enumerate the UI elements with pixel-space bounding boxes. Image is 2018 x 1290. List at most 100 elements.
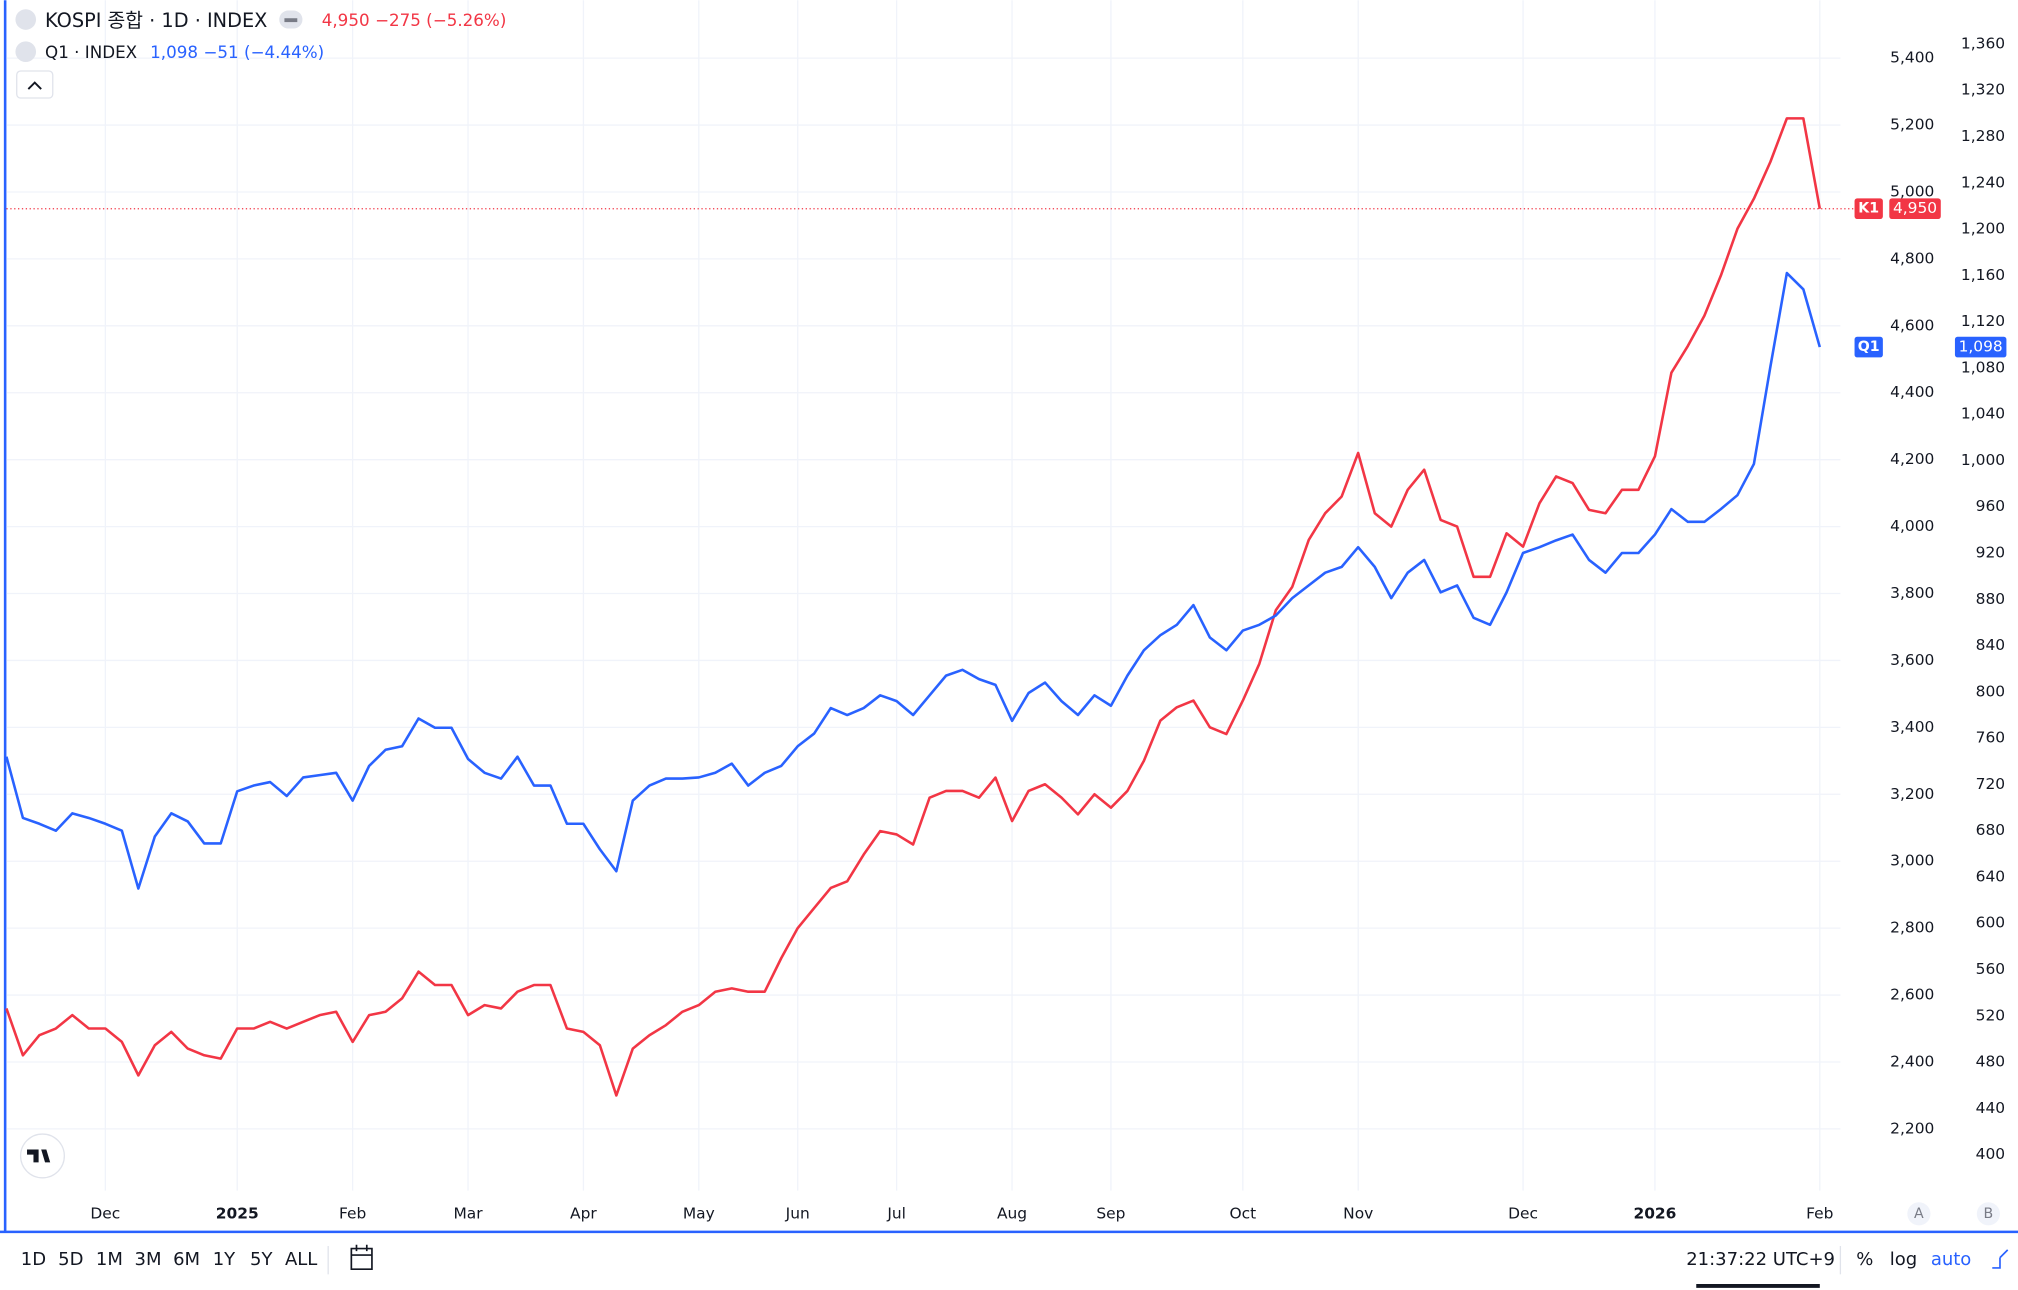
y-tick-label: 2,800 — [1890, 919, 1934, 937]
legend-row[interactable]: Q1 · INDEX 1,098 −51 (−4.44%) — [45, 41, 324, 61]
y2-tick-label: 1,040 — [1961, 405, 2005, 423]
y-tick-label: 3,800 — [1890, 584, 1934, 602]
x-tick-label: 2026 — [1633, 1204, 1676, 1222]
x-tick-label: Dec — [90, 1204, 120, 1222]
logo[interactable] — [19, 1133, 65, 1179]
toolbar: 1D 5D 1M 3M 6M 1Y 5Y ALL 21:37:22 UTC+9% log auto — [21, 1249, 1972, 1270]
y2-tick-label: 560 — [1976, 960, 2005, 978]
x-tick-label: Aug — [997, 1204, 1027, 1222]
range-button[interactable]: 3M — [135, 1249, 162, 1270]
y2-tick-label: 840 — [1976, 636, 2005, 654]
axis-button-label: B — [1984, 1206, 1994, 1222]
price-tag — [1954, 336, 2007, 358]
y2-tick-label: 400 — [1976, 1145, 2005, 1163]
legend-price: 4,950 — [322, 9, 370, 29]
range-button[interactable]: 1D — [21, 1249, 46, 1270]
range-button[interactable]: 5D — [58, 1249, 83, 1270]
series-tag — [1854, 336, 1883, 358]
x-tick-label: Apr — [570, 1204, 597, 1222]
x-tick-label: Jul — [886, 1204, 906, 1222]
y2-tick-label: 440 — [1976, 1099, 2005, 1117]
scale-option[interactable]: log — [1890, 1249, 1917, 1270]
x-tick-label: Jun — [785, 1204, 810, 1222]
clock: 21:37:22 UTC+9 — [1686, 1249, 1835, 1270]
range-button[interactable]: 6M — [173, 1249, 200, 1270]
y-tick-label: 5,200 — [1890, 116, 1934, 134]
scale-option[interactable]: % — [1856, 1249, 1873, 1270]
y2-tick-label: 1,000 — [1961, 451, 2005, 469]
legend-name: Q1 · INDEX — [45, 41, 137, 61]
legend-price: 1,098 — [150, 41, 198, 61]
y-tick-label: 2,200 — [1890, 1119, 1934, 1137]
y2-tick-label: 1,120 — [1961, 312, 2005, 330]
y2-tick-label: 800 — [1976, 682, 2005, 700]
y-tick-label: 2,400 — [1890, 1052, 1934, 1070]
scale-option[interactable]: auto — [1931, 1249, 1972, 1270]
symbol-icon — [15, 41, 37, 62]
legend-values: 4,950 −275 (−5.26%) — [322, 9, 507, 29]
x-tick-label: Mar — [453, 1204, 483, 1222]
y-tick-label: 3,200 — [1890, 785, 1934, 803]
legend-row[interactable]: KOSPI 종합 · 1D · INDEX — [45, 8, 267, 31]
axis-button[interactable] — [1976, 1202, 2000, 1226]
y2-tick-label: 600 — [1976, 914, 2005, 932]
axis-button[interactable] — [1907, 1202, 1931, 1226]
range-button[interactable]: ALL — [285, 1249, 317, 1270]
grid — [6, 0, 1841, 1191]
symbol-icon — [15, 9, 37, 30]
series-tag-label: Q1 — [1858, 339, 1880, 355]
price-tag-label: 4,950 — [1893, 199, 1937, 217]
y2-tick-label: 1,080 — [1961, 358, 2005, 376]
axes: 2,200 2,400 2,600 2,800 3,000 3,200 3,400 3,600… — [90, 34, 2007, 1226]
y-tick-label: 4,400 — [1890, 383, 1934, 401]
hide-icon — [284, 18, 298, 23]
y2-tick-label: 1,200 — [1961, 220, 2005, 238]
collapse-icon — [27, 81, 42, 90]
y2-tick-label: 640 — [1976, 867, 2005, 885]
collapse-button[interactable] — [16, 70, 54, 99]
y-tick-label: 5,400 — [1890, 49, 1934, 67]
axis-button-label: A — [1914, 1206, 1924, 1222]
y-tick-label: 4,600 — [1890, 316, 1934, 334]
x-tick-label: Sep — [1096, 1204, 1125, 1222]
calendar-icon — [350, 1244, 373, 1271]
logo-icon — [27, 1149, 51, 1163]
y-tick-label: 2,600 — [1890, 986, 1934, 1004]
x-tick-label: Nov — [1343, 1204, 1373, 1222]
series-line — [5, 117, 1822, 1097]
y-tick-label: 3,600 — [1890, 651, 1934, 669]
series-tag-label: K1 — [1858, 201, 1879, 217]
y-tick-label: 5,000 — [1890, 182, 1934, 200]
range-button[interactable]: 1Y — [213, 1249, 236, 1270]
range-button[interactable]: 1M — [96, 1249, 123, 1270]
plot — [5, 117, 1854, 1097]
reset-icon[interactable] — [1992, 1249, 2009, 1269]
y2-tick-label: 1,280 — [1961, 127, 2005, 145]
y-tick-label: 3,000 — [1890, 852, 1934, 870]
y-tick-label: 4,000 — [1890, 517, 1934, 535]
series-tag — [1854, 198, 1883, 220]
x-tick-label: Oct — [1229, 1204, 1256, 1222]
y2-tick-label: 680 — [1976, 821, 2005, 839]
series-line — [5, 271, 1822, 890]
y2-tick-label: 1,360 — [1961, 34, 2005, 52]
legend-name: KOSPI 종합 · 1D · INDEX — [45, 8, 267, 31]
y2-tick-label: 880 — [1976, 590, 2005, 608]
range-button[interactable]: 5Y — [250, 1249, 273, 1270]
legend-change: −51 (−4.44%) — [203, 41, 324, 61]
x-tick-label: 2025 — [216, 1204, 259, 1222]
y-tick-label: 4,200 — [1890, 450, 1934, 468]
price-tag-label: 1,098 — [1959, 338, 2003, 356]
y2-tick-label: 1,320 — [1961, 81, 2005, 99]
y2-tick-label: 520 — [1976, 1006, 2005, 1024]
x-tick-label: Dec — [1508, 1204, 1538, 1222]
y-tick-label: 3,400 — [1890, 718, 1934, 736]
x-tick-label: Feb — [1806, 1204, 1833, 1222]
y2-tick-label: 960 — [1976, 497, 2005, 515]
x-tick-label: Feb — [339, 1204, 366, 1222]
legend-change: −275 (−5.26%) — [375, 9, 506, 29]
y2-tick-label: 920 — [1976, 544, 2005, 562]
y2-tick-label: 1,160 — [1961, 266, 2005, 284]
